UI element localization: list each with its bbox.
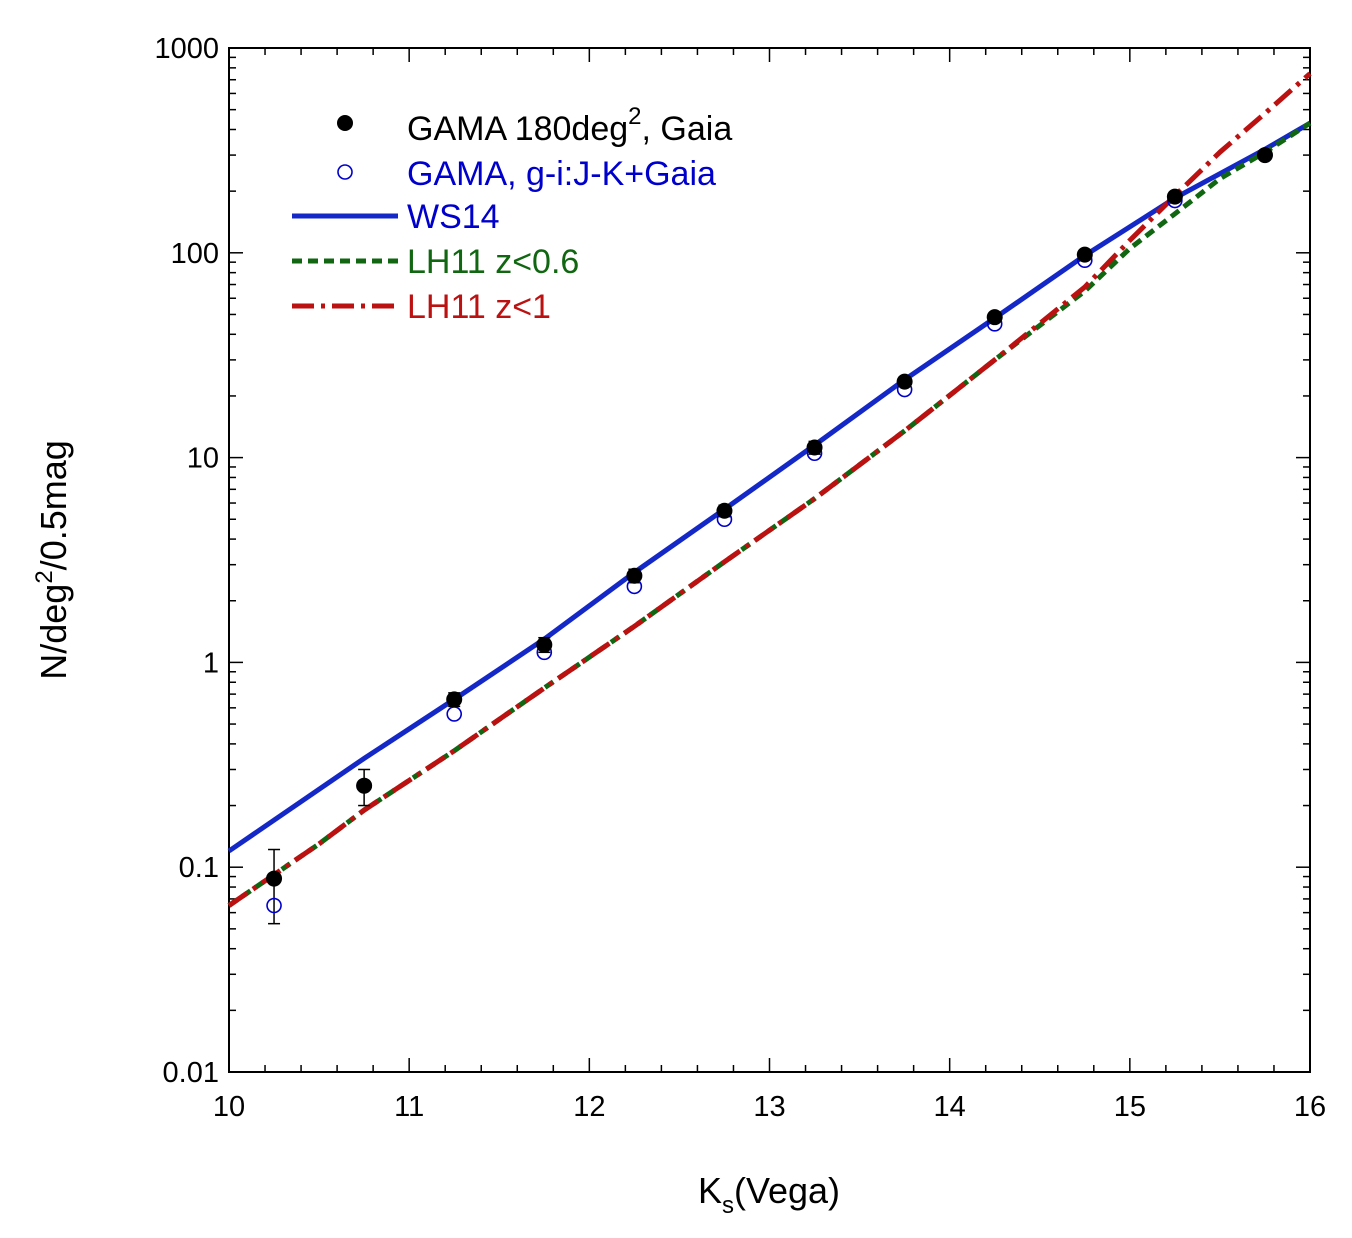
legend-symbol-gama-colour (337, 164, 353, 180)
y-axis-title: N/deg2/0.5mag (31, 440, 74, 680)
x-tick-labels: 10 11 12 13 14 15 16 (213, 1091, 1326, 1123)
x-tick-label: 12 (573, 1091, 605, 1123)
data-point-gama-colour (266, 897, 282, 914)
x-tick-label: 16 (1294, 1091, 1326, 1123)
x-tick-label: 10 (213, 1091, 245, 1123)
y-tick-label: 100 (171, 238, 219, 270)
x-tick-label: 14 (934, 1091, 966, 1123)
y-tick-label: 1000 (154, 33, 219, 65)
plot-frame (228, 47, 1311, 1073)
data-point-gama-gaia (896, 373, 913, 390)
y-tick-label: 10 (187, 443, 219, 475)
data-points (266, 147, 1273, 914)
legend-label-lh11-z1: LH11 z<1 (407, 288, 551, 326)
data-point-gama-gaia (536, 636, 553, 653)
legend-label-lh11-z06: LH11 z<0.6 (407, 243, 579, 281)
data-point-gama-gaia (1076, 246, 1093, 263)
x-axis-title: Ks(Vega) (698, 1170, 840, 1219)
legend-label-gama-colour: GAMA, g-i:J-K+Gaia (407, 155, 716, 193)
y-tick-label: 0.1 (179, 852, 219, 884)
data-point-gama-colour (446, 706, 463, 722)
data-point-gama-gaia (1256, 147, 1273, 164)
data-point-gama-gaia (716, 502, 733, 519)
data-point-gama-gaia (266, 870, 283, 887)
series-line-lh11-z1 (227, 71, 1312, 908)
legend-label-gama-gaia: GAMA 180deg2, Gaia (407, 103, 732, 148)
data-point-gama-gaia (806, 439, 823, 456)
x-tick-label: 11 (394, 1091, 424, 1123)
series-line-lh11-z06 (227, 121, 1312, 908)
x-tick-label: 13 (753, 1091, 785, 1123)
data-point-gama-gaia (986, 309, 1003, 326)
legend: GAMA 180deg2, Gaia GAMA, g-i:J-K+Gaia WS… (292, 103, 732, 326)
y-tick-labels: 0.01 0.1 1 10 100 1000 (154, 33, 219, 1089)
axis-ticks (228, 47, 1311, 1073)
data-point-gama-gaia (446, 691, 463, 708)
y-tick-label: 1 (203, 647, 219, 679)
data-point-gama-gaia (626, 567, 643, 584)
x-tick-label: 15 (1114, 1091, 1146, 1123)
y-tick-label: 0.01 (163, 1057, 219, 1089)
legend-symbol-gama-gaia (337, 115, 353, 131)
series-lines (227, 71, 1312, 908)
data-point-gama-gaia (1166, 188, 1183, 205)
data-point-gama-gaia (356, 777, 373, 794)
legend-label-ws14: WS14 (407, 198, 500, 236)
